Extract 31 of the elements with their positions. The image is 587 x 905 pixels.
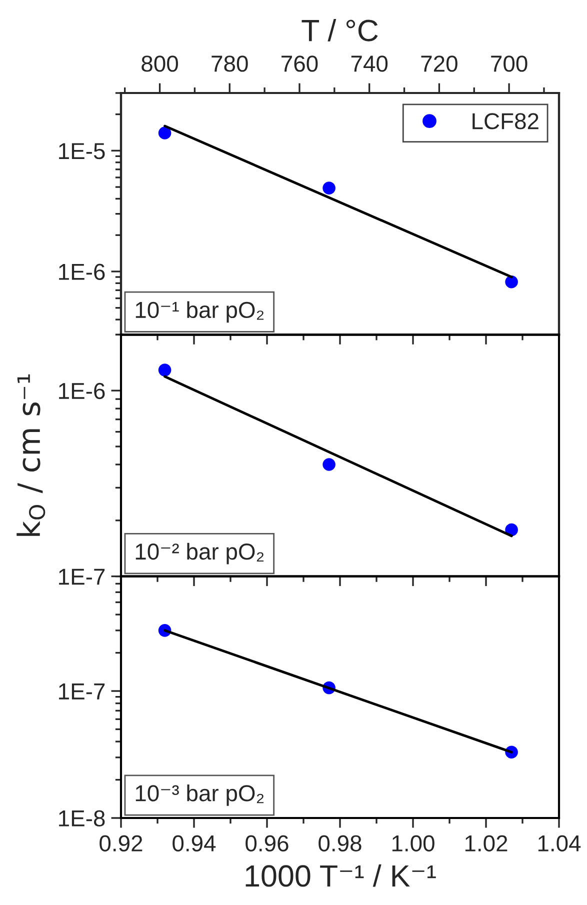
x2-tick-label: 700 bbox=[491, 56, 528, 72]
x-axis-title: 1000 T⁻¹ / K⁻¹ bbox=[246, 864, 436, 887]
x2-tick-label: 760 bbox=[282, 56, 318, 72]
x2-tick-label: 740 bbox=[351, 56, 388, 72]
x-tick-label: 1.02 bbox=[465, 835, 508, 852]
point bbox=[158, 126, 172, 140]
x2-axis-title: T / °C bbox=[302, 18, 378, 42]
x-tick-label: 0.96 bbox=[246, 835, 288, 852]
point bbox=[505, 276, 518, 288]
y-tick-label: 1E-6 bbox=[59, 382, 105, 400]
x-tick-label: 1.04 bbox=[538, 835, 581, 852]
y-tick-label: 1E-5 bbox=[59, 143, 105, 160]
y-axis-title: k$_{O}$ / cm s⁻¹ bbox=[16, 374, 46, 536]
y-tick-label: 1E-8 bbox=[59, 810, 105, 827]
x-tick-label: 1.00 bbox=[392, 835, 434, 852]
x2-tick-label: 800 bbox=[142, 56, 178, 72]
point bbox=[158, 364, 172, 376]
x-tick-label: 0.94 bbox=[172, 835, 216, 852]
x-tick-label: 0.98 bbox=[318, 835, 362, 852]
annotation: 10⁻³ bar pO₂ bbox=[136, 784, 264, 806]
x2-tick-label: 720 bbox=[421, 56, 458, 72]
y-tick-label: 1E-6 bbox=[59, 264, 105, 280]
y-tick-label: 1E-7 bbox=[59, 568, 105, 585]
point bbox=[322, 182, 336, 194]
annotation: 10⁻² bar pO₂ bbox=[136, 542, 264, 564]
legend-label: LCF82 bbox=[472, 113, 538, 130]
x-tick-label: 0.92 bbox=[100, 835, 142, 852]
x2-tick-label: 780 bbox=[212, 56, 248, 72]
point bbox=[322, 458, 336, 471]
y-tick-label: 1E-7 bbox=[59, 684, 105, 700]
annotation: 10⁻¹ bar pO₂ bbox=[136, 301, 264, 323]
